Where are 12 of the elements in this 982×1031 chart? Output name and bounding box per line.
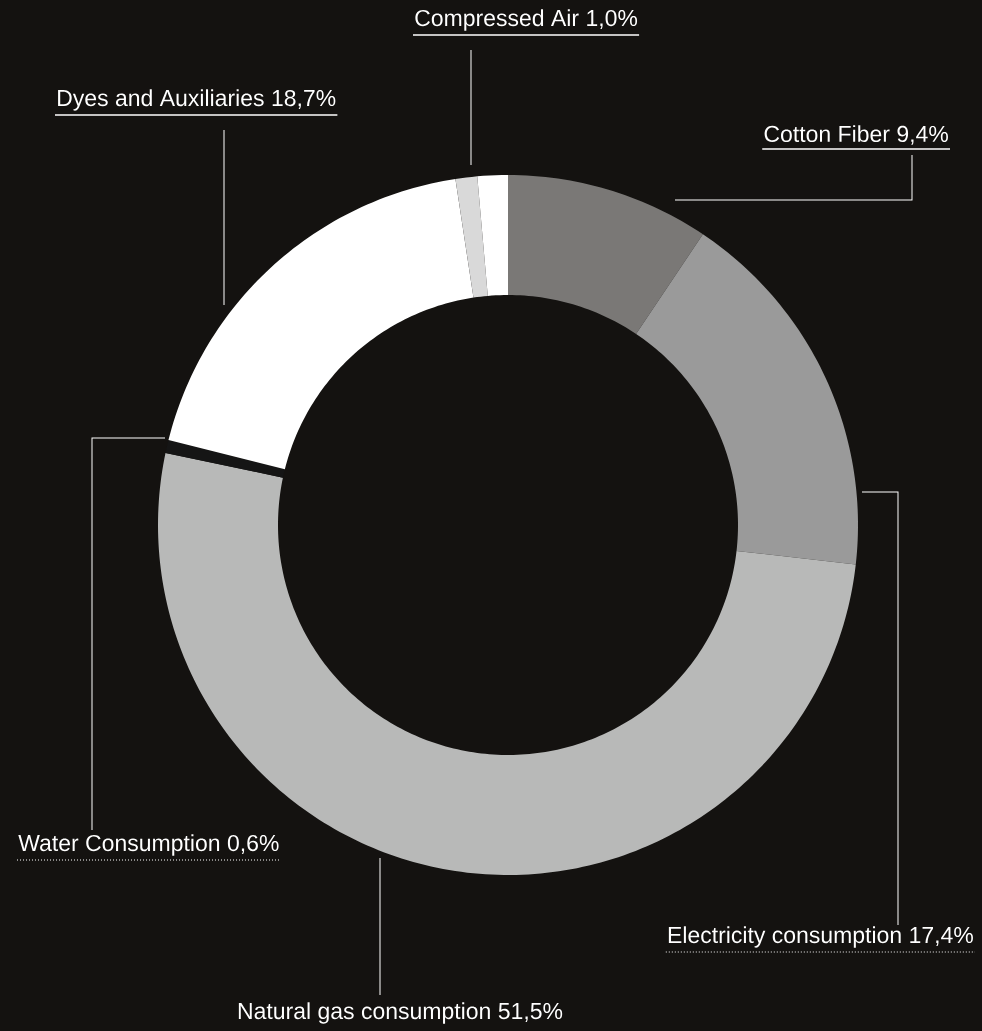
slice-label: Water Consumption xyxy=(18,834,220,856)
data-label: 18,7% xyxy=(272,89,336,109)
data-label: 51,5% xyxy=(498,1002,563,1022)
data-label: 0,6% xyxy=(227,834,279,854)
slice-label: Dyes and Auxiliaries xyxy=(58,89,264,111)
slice-label: Compressed Air xyxy=(415,9,579,31)
data-label: 9,4% xyxy=(897,125,948,145)
data-label: 1,0% xyxy=(587,9,638,29)
slice-label: Cotton Fiber xyxy=(764,125,890,143)
slice-label: Natural gas consumption xyxy=(238,1002,490,1024)
data-label: 17,4% xyxy=(910,926,973,946)
slice-label: Electricity consumption xyxy=(668,926,901,948)
